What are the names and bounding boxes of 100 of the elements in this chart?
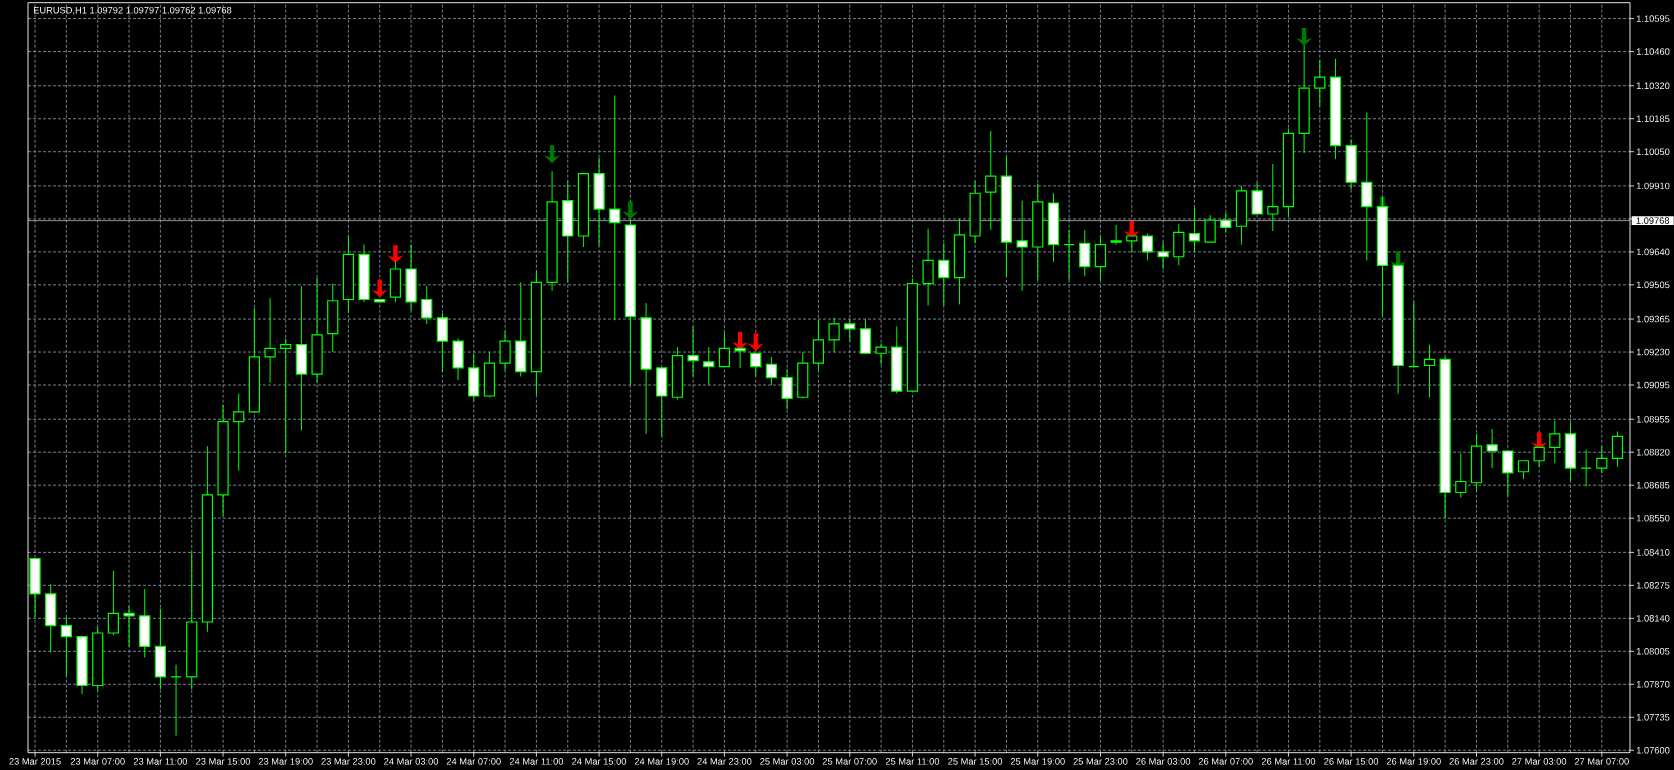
x-tick-label: 25 Mar 03:00 [760, 758, 815, 765]
x-tick-label: 24 Mar 23:00 [697, 758, 752, 765]
x-tick-label: 25 Mar 11:00 [885, 758, 940, 765]
candlestick [844, 318, 856, 342]
x-tick-label: 26 Mar 11:00 [1261, 758, 1316, 765]
candlestick [170, 664, 182, 737]
x-tick-label: 24 Mar 19:00 [634, 758, 689, 765]
y-tick-label: 1.09640 [1636, 248, 1670, 256]
y-tick-label: 1.09505 [1636, 281, 1670, 289]
x-tick-label: 23 Mar 19:00 [258, 758, 313, 765]
x-tick-label: 24 Mar 07:00 [446, 758, 501, 765]
x-tick-label: 25 Mar 07:00 [822, 758, 877, 765]
point [544, 145, 561, 164]
candlestick [1204, 214, 1216, 243]
y-tick-label: 1.08410 [1636, 549, 1670, 556]
candlestick [1141, 233, 1154, 261]
candlestick [1596, 445, 1608, 474]
y-tick-label: 1.08550 [1636, 514, 1670, 522]
candlestick [1580, 449, 1592, 487]
candlestick [1549, 419, 1561, 464]
y-tick-label: 1.09230 [1636, 348, 1670, 356]
candlestick [985, 130, 997, 231]
y-tick-label: 1.08820 [1636, 448, 1670, 456]
y-tick-label: 1.08955 [1636, 415, 1670, 423]
x-tick-label: 25 Mar 15:00 [948, 758, 1003, 765]
x-tick-label: 27 Mar 03:00 [1512, 758, 1567, 765]
candlestick [1502, 450, 1514, 497]
y-tick-label: 1.10050 [1636, 148, 1670, 156]
x-tick-label: 26 Mar 03:00 [1136, 758, 1191, 765]
candlestick [280, 338, 292, 454]
y-tick-label: 1.09095 [1636, 381, 1670, 389]
candlestick [1063, 229, 1075, 281]
candlestick [1220, 212, 1232, 233]
x-tick-label: 26 Mar 15:00 [1324, 758, 1379, 765]
candlestick [1517, 460, 1530, 480]
ref-line-label: 1.09768 [1636, 217, 1670, 224]
candlestick [1016, 200, 1028, 292]
x-tick-label: 26 Mar 19:00 [1386, 758, 1441, 765]
y-tick-label: 1.10320 [1636, 82, 1670, 90]
y-tick-label: 1.10185 [1636, 115, 1670, 123]
candlestick [718, 332, 731, 368]
candlestick [499, 330, 511, 371]
candlestick [1455, 452, 1467, 498]
y-tick-label: 1.09365 [1636, 315, 1670, 323]
candlestick [687, 325, 699, 377]
candlestick [1486, 428, 1498, 469]
point [622, 201, 639, 220]
candlestick [436, 312, 449, 373]
x-tick-label: 24 Mar 15:00 [572, 758, 627, 765]
x-tick-label: 23 Mar 07:00 [70, 758, 125, 765]
candlestick [60, 616, 72, 677]
candlestick [1408, 301, 1420, 368]
candlestick [938, 242, 950, 307]
point [371, 279, 388, 298]
candlestick [264, 297, 276, 384]
y-tick-label: 1.10460 [1636, 48, 1670, 55]
y-tick-label: 1.08005 [1636, 648, 1670, 655]
y-tick-label: 1.08685 [1636, 481, 1670, 489]
candlestick [1423, 344, 1436, 398]
candlestick [703, 346, 715, 386]
x-tick-label: 26 Mar 23:00 [1449, 758, 1504, 765]
candlestick [1251, 181, 1263, 215]
y-tick-label: 1.08275 [1636, 582, 1670, 589]
x-tick-label: 26 Mar 07:00 [1198, 758, 1253, 765]
x-tick-label: 25 Mar 23:00 [1073, 758, 1128, 765]
candlestick [781, 368, 793, 410]
candlestick [609, 95, 621, 321]
candlestick [421, 285, 433, 325]
x-tick-label: 23 Mar 2015 [9, 758, 61, 765]
y-tick-label: 1.07600 [1636, 746, 1670, 754]
x-tick-label: 23 Mar 15:00 [196, 758, 251, 765]
candlestick [1611, 430, 1624, 468]
candlestick [1094, 235, 1107, 281]
point [387, 245, 404, 264]
candlestick [107, 570, 119, 636]
y-tick-label: 1.09910 [1636, 182, 1670, 190]
x-tick-label: 23 Mar 23:00 [321, 758, 376, 765]
candlestick [1314, 59, 1326, 108]
x-tick-label: 25 Mar 19:00 [1010, 758, 1065, 765]
y-tick-label: 1.10595 [1636, 15, 1670, 22]
point [747, 333, 764, 352]
x-tick-label: 27 Mar 07:00 [1574, 758, 1629, 765]
candlestick [1079, 229, 1091, 277]
candlestick [233, 393, 245, 472]
x-tick-label: 23 Mar 11:00 [133, 758, 188, 765]
x-tick-label: 24 Mar 03:00 [384, 758, 439, 765]
y-tick-label: 1.07735 [1636, 713, 1670, 721]
chart-title: EURUSD,H1 1.09792 1.09797 1.09762 1.09768 [33, 6, 232, 15]
candlestick [123, 605, 135, 647]
x-tick-label: 24 Mar 11:00 [509, 758, 564, 765]
candlestick [875, 342, 887, 365]
candlestick [922, 228, 934, 307]
candlestick [1110, 224, 1122, 246]
point [1296, 27, 1313, 46]
y-tick-label: 1.08140 [1636, 615, 1670, 622]
candlestick [1267, 163, 1279, 232]
candlestick [1157, 241, 1169, 270]
candlestick [765, 356, 778, 386]
candlestick [1188, 207, 1201, 253]
candlestick [828, 317, 840, 353]
